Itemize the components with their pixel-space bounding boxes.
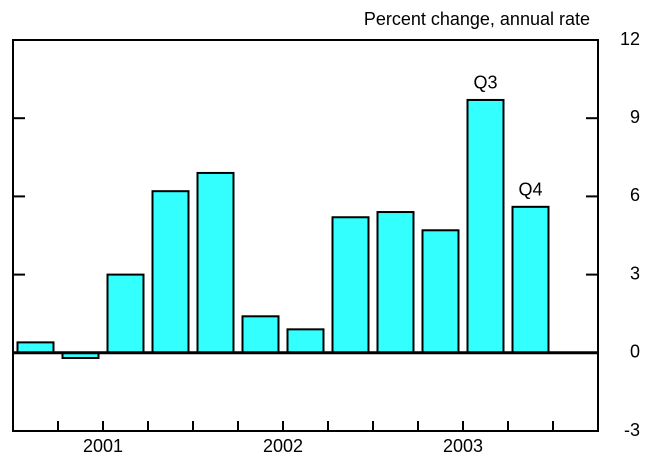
bar	[376, 211, 415, 354]
bar	[196, 171, 235, 354]
x-group-label: 2003	[443, 436, 483, 456]
y-tick-label: 12	[620, 29, 640, 49]
y-tick-label: 9	[630, 107, 640, 127]
bar	[331, 216, 370, 354]
x-group-label: 2002	[263, 436, 303, 456]
bar	[511, 205, 550, 354]
y-tick-label: 0	[630, 342, 640, 362]
bar	[241, 315, 280, 354]
bar	[466, 98, 505, 354]
y-axis-label: Percent change, annual rate	[364, 9, 590, 29]
plot-frame	[12, 39, 599, 432]
annotation: Q4	[518, 180, 542, 200]
bar	[151, 190, 190, 354]
y-tick-label: -3	[624, 420, 640, 440]
y-tick-label: 6	[630, 185, 640, 205]
bar	[286, 328, 325, 354]
bar	[106, 273, 145, 354]
bar	[421, 229, 460, 354]
bar	[16, 341, 55, 354]
x-group-label: 2001	[83, 436, 123, 456]
annotation: Q3	[473, 73, 497, 93]
y-tick-label: 3	[630, 263, 640, 283]
